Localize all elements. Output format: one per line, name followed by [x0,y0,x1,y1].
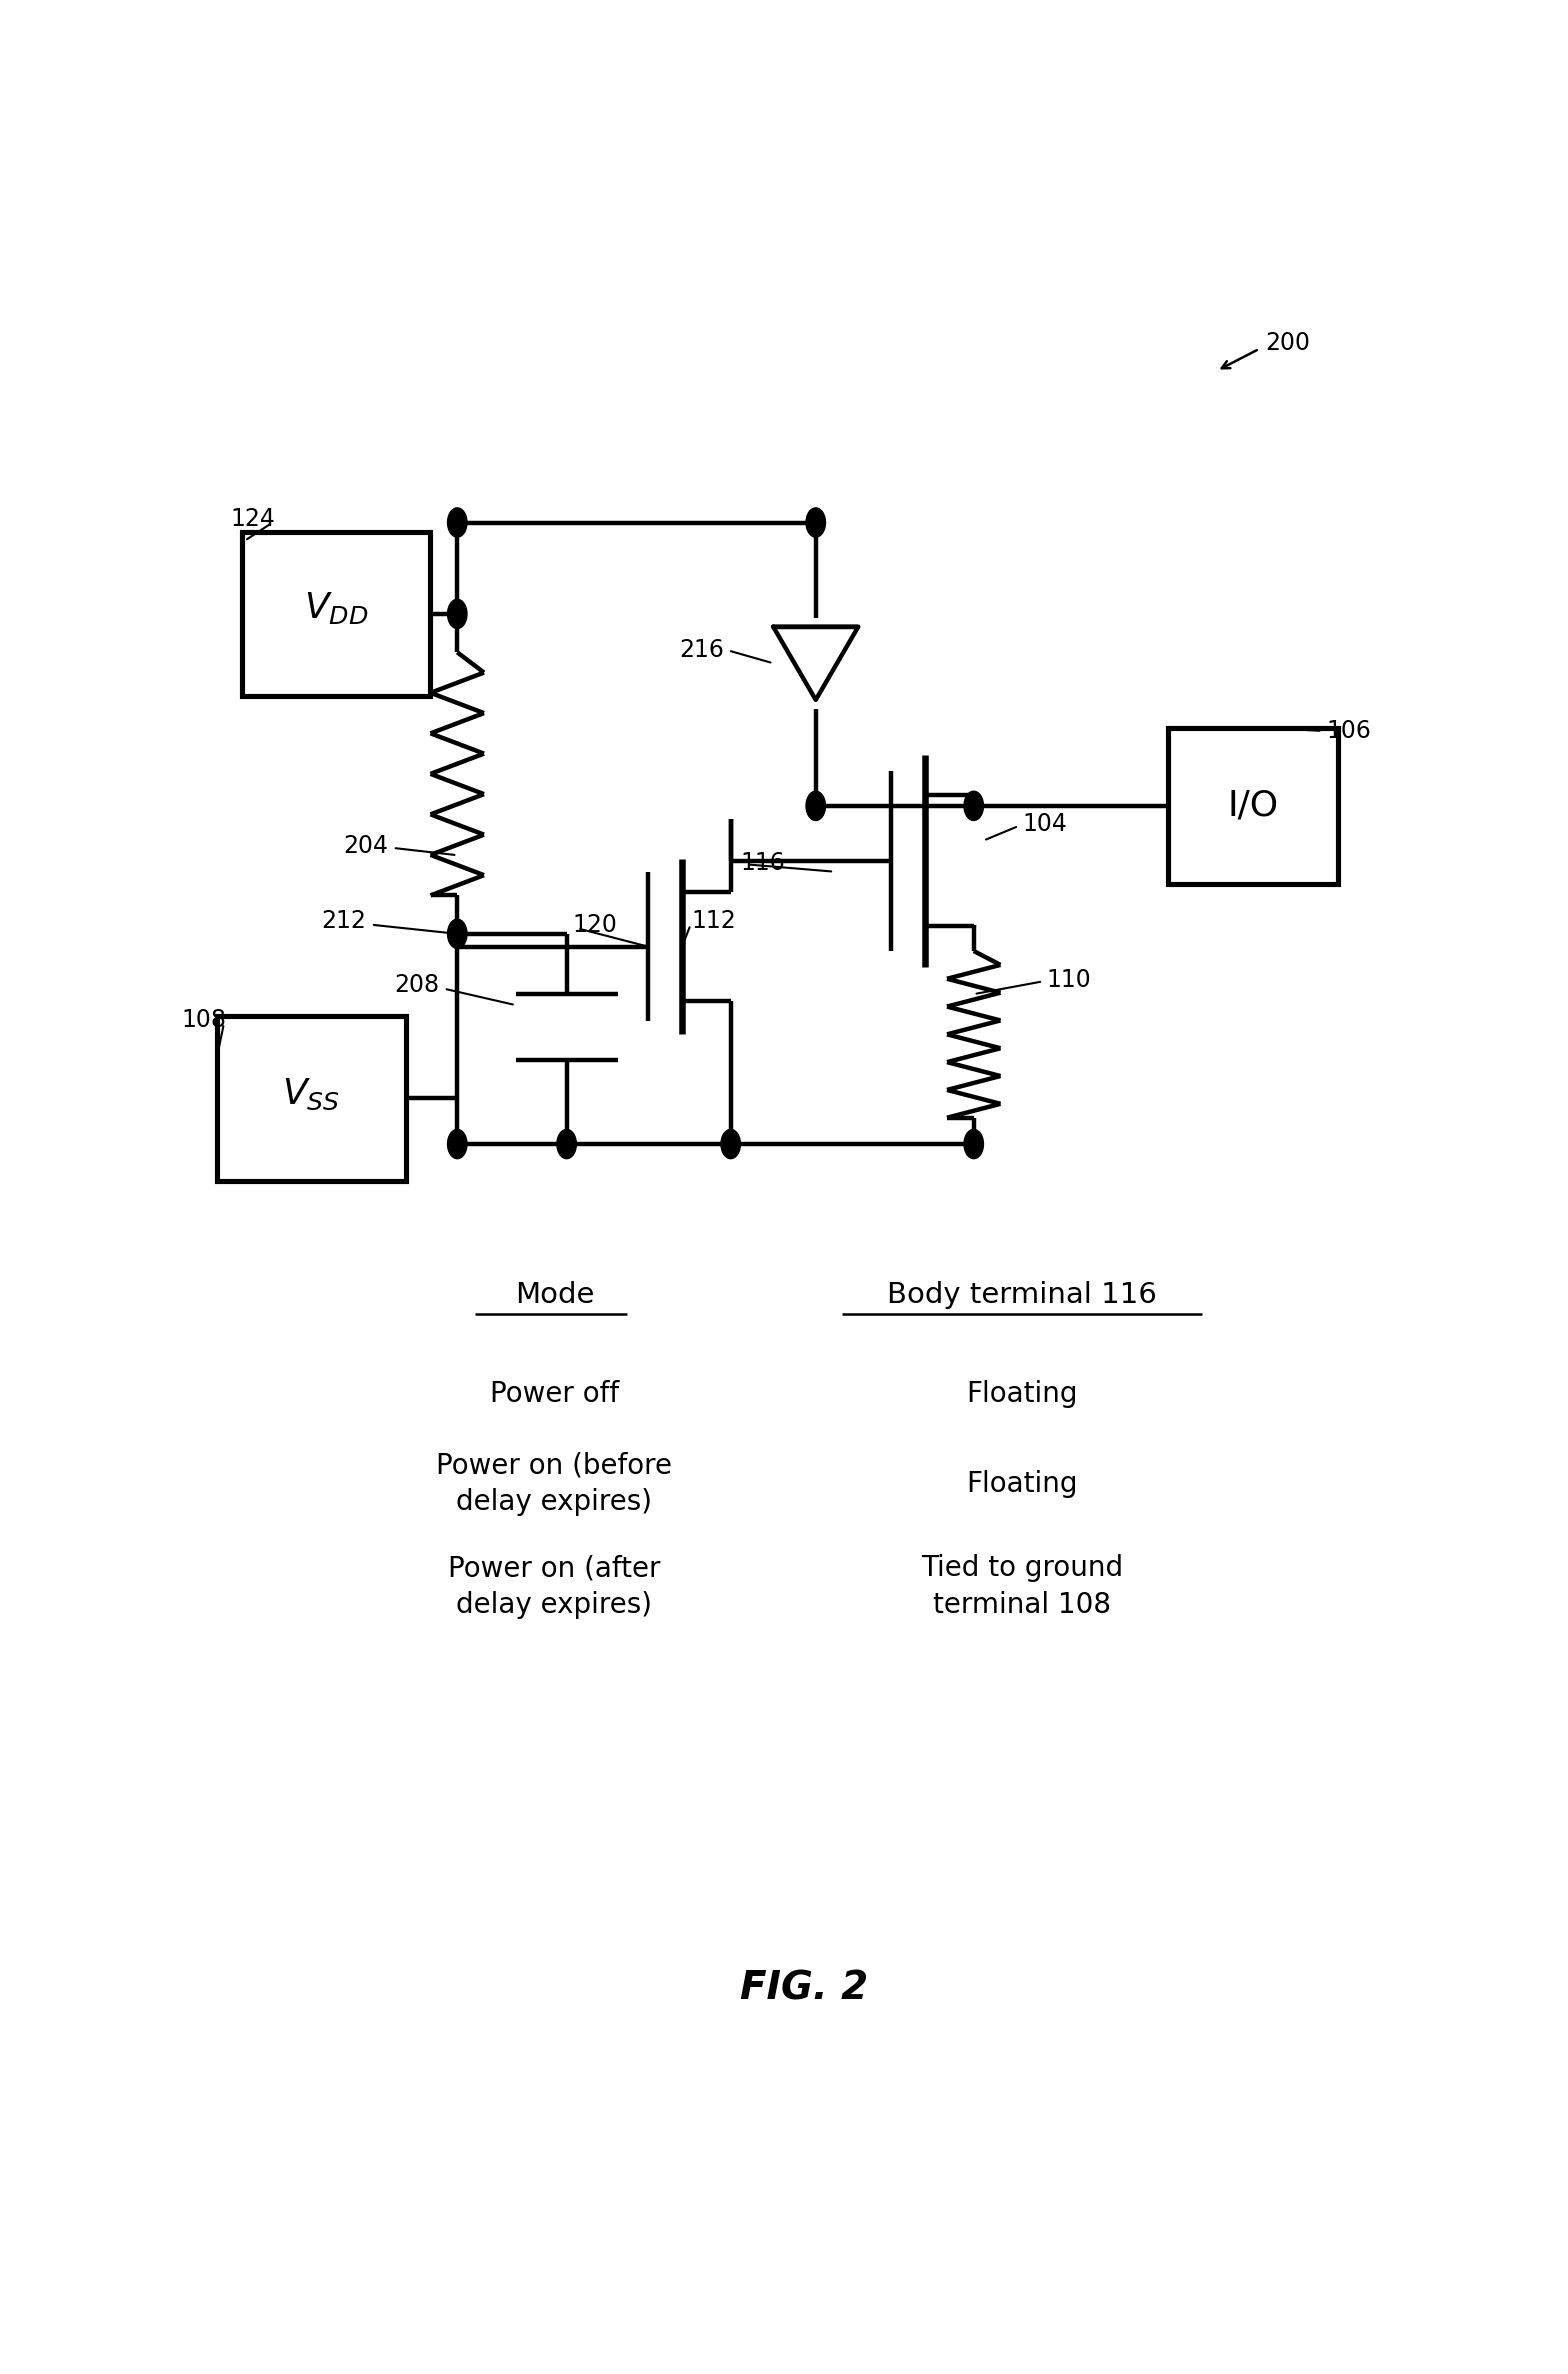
Text: 216: 216 [681,639,724,662]
Circle shape [964,791,983,821]
Text: 208: 208 [394,973,439,997]
Circle shape [806,791,825,821]
Text: Mode: Mode [514,1280,594,1308]
Text: Tied to ground
terminal 108: Tied to ground terminal 108 [922,1555,1123,1619]
Text: Floating: Floating [966,1379,1079,1408]
Circle shape [557,1130,577,1159]
Text: FIG. 2: FIG. 2 [740,1970,867,2008]
Bar [218,1016,406,1180]
Text: I/O: I/O [1228,788,1279,824]
Text: Floating: Floating [966,1470,1079,1498]
Text: 200: 200 [1265,332,1311,356]
Text: 104: 104 [1022,812,1068,836]
Bar [1168,729,1338,883]
Text: Power on (after
delay expires): Power on (after delay expires) [448,1555,660,1619]
Text: Body terminal 116: Body terminal 116 [887,1280,1157,1308]
Circle shape [447,598,467,629]
Text: 116: 116 [740,850,786,874]
Circle shape [964,1130,983,1159]
Text: 120: 120 [572,912,618,938]
Circle shape [806,508,825,537]
Text: 112: 112 [691,909,737,933]
Circle shape [721,1130,740,1159]
Text: Power on (before
delay expires): Power on (before delay expires) [436,1451,673,1517]
Text: 212: 212 [321,909,367,933]
Text: 108: 108 [182,1007,226,1033]
Circle shape [447,919,467,950]
Text: 124: 124 [230,508,274,532]
Text: Power off: Power off [489,1379,619,1408]
Text: 106: 106 [1327,719,1370,743]
Text: 110: 110 [1046,969,1091,992]
Circle shape [447,508,467,537]
Bar [241,532,430,696]
Text: $V_{SS}$: $V_{SS}$ [282,1078,340,1113]
Text: 204: 204 [343,833,387,857]
Circle shape [447,1130,467,1159]
Text: $V_{DD}$: $V_{DD}$ [304,591,368,627]
